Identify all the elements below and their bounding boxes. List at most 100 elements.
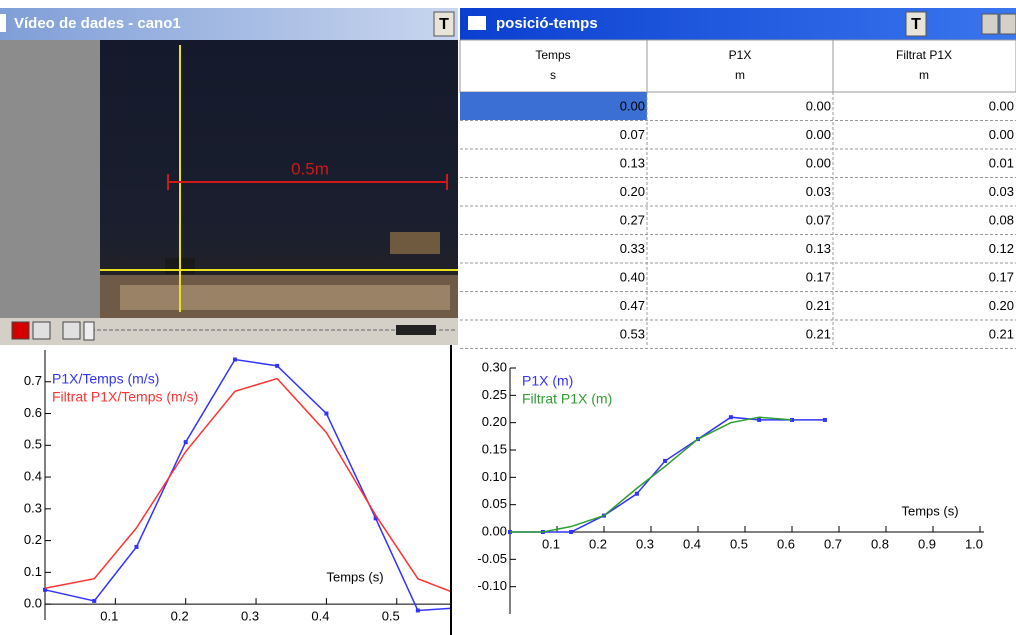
cell: 0.47 — [620, 298, 645, 313]
back-button[interactable] — [62, 321, 81, 340]
x-tick-label: 0.2 — [589, 536, 607, 551]
column-name: Temps — [535, 48, 570, 62]
series-line — [510, 416, 793, 533]
point — [663, 458, 668, 463]
x-tick-label: 0.4 — [311, 609, 329, 624]
x-tick-label: 0.8 — [871, 536, 889, 551]
point — [634, 491, 639, 496]
y-tick-label: 0.1 — [24, 564, 42, 579]
y-tick-label: 0.30 — [482, 359, 507, 374]
x-tick-label: 0.3 — [636, 536, 654, 551]
frame-marks — [396, 325, 436, 335]
point — [569, 530, 574, 534]
legend-entry: P1X (m) — [522, 373, 573, 389]
x-tick-label: 0.7 — [824, 536, 842, 551]
cell: 0.13 — [620, 155, 645, 170]
cell: 0.53 — [620, 326, 645, 341]
x-tick-label: 0.2 — [171, 609, 189, 624]
cell: 0.00 — [806, 127, 831, 142]
cell: 0.21 — [806, 298, 831, 313]
video-margin — [0, 40, 100, 318]
legend-entry: Filtrat P1X (m) — [522, 391, 612, 407]
y-tick-label: 0.20 — [482, 414, 507, 429]
table-panel: posició-temps T Temps s P1X m Filtrat P1X m 0.… — [459, 8, 1016, 349]
x-tick-label: 0.5 — [730, 536, 748, 551]
video-frame — [100, 40, 458, 318]
y-tick-label: -0.10 — [477, 578, 507, 593]
video-scale-label: 0.5m — [291, 159, 329, 178]
table-title: posició-temps — [496, 15, 598, 32]
rewind-button[interactable] — [32, 321, 51, 340]
cell: 0.03 — [806, 184, 831, 199]
cell: 0.21 — [989, 326, 1014, 341]
y-tick-label: 0.15 — [482, 441, 507, 456]
video-title: Vídeo de dades - cano1 — [14, 15, 181, 32]
cell: 0.07 — [620, 127, 645, 142]
y-tick-label: 0.00 — [482, 523, 507, 538]
point — [43, 587, 47, 592]
pin-button[interactable] — [433, 11, 455, 37]
point — [757, 417, 762, 422]
record-button[interactable] — [11, 321, 30, 340]
y-tick-label: 0.4 — [24, 468, 42, 483]
cell: 0.00 — [806, 98, 831, 113]
pin-icon: T — [439, 16, 449, 33]
pin-button[interactable] — [905, 11, 927, 37]
x-tick-label: 0.3 — [241, 609, 259, 624]
slider-thumb[interactable] — [83, 321, 95, 341]
chart-velocity: 0.1 0.2 0.3 0.4 0.5 0.0 0.1 0.2 0.3 0.4 0.5 0.6 0.7 T… — [24, 350, 469, 624]
cell: 0.00 — [806, 155, 831, 170]
cell: 0.21 — [806, 326, 831, 341]
point — [373, 516, 378, 521]
y-tick-label: 0.2 — [24, 532, 42, 547]
cell: 0.20 — [620, 184, 645, 199]
cell: 0.40 — [620, 269, 645, 284]
point — [134, 544, 139, 549]
legend-entry: P1X/Temps (m/s) — [52, 371, 159, 387]
point — [822, 417, 827, 422]
point — [415, 608, 420, 613]
series-line — [44, 358, 450, 612]
point — [465, 605, 469, 609]
point — [728, 415, 733, 420]
cell: 0.20 — [989, 298, 1014, 313]
maximize-button[interactable] — [999, 13, 1016, 35]
cell: 0.00 — [989, 98, 1014, 113]
x-tick-label: 0.6 — [777, 536, 795, 551]
y-tick-label: 0.7 — [24, 373, 42, 388]
column-unit: s — [550, 68, 556, 82]
cell: 0.01 — [989, 155, 1014, 170]
video-title-bar — [0, 8, 458, 40]
x-tick-label: 0.5 — [382, 609, 400, 624]
series-line — [44, 377, 450, 592]
y-tick-label: 0.5 — [24, 437, 42, 452]
chart-position: 0.1 0.2 0.3 0.4 0.5 0.6 0.7 0.8 0.9 1.0 0.30 0.25 0.… — [477, 359, 984, 614]
cell: 0.27 — [620, 212, 645, 227]
y-tick-label: 0.25 — [482, 387, 507, 402]
cell: 0.17 — [806, 269, 831, 284]
point — [275, 363, 280, 368]
cell: 0.33 — [620, 241, 645, 256]
series-line — [510, 416, 825, 533]
y-tick-label: 0.10 — [482, 469, 507, 484]
x-axis-label: Temps (s) — [901, 503, 958, 518]
cell: 0.08 — [989, 212, 1014, 227]
selected-cell — [460, 92, 647, 120]
x-tick-label: 1.0 — [965, 536, 983, 551]
pin-icon: T — [911, 16, 921, 33]
y-tick-label: 0.6 — [24, 405, 42, 420]
video-board — [120, 285, 450, 310]
x-tick-label: 0.1 — [100, 609, 118, 624]
point — [232, 357, 237, 362]
minimize-button[interactable] — [981, 13, 999, 35]
cell: 0.00 — [989, 127, 1014, 142]
cell: 0.00 — [620, 98, 645, 113]
y-tick-label: -0.05 — [477, 551, 507, 566]
x-tick-label: 0.1 — [542, 536, 560, 551]
window-icon — [0, 14, 6, 32]
y-tick-label: 0.0 — [24, 596, 42, 611]
cell: 0.12 — [989, 241, 1014, 256]
video-object — [390, 232, 440, 254]
